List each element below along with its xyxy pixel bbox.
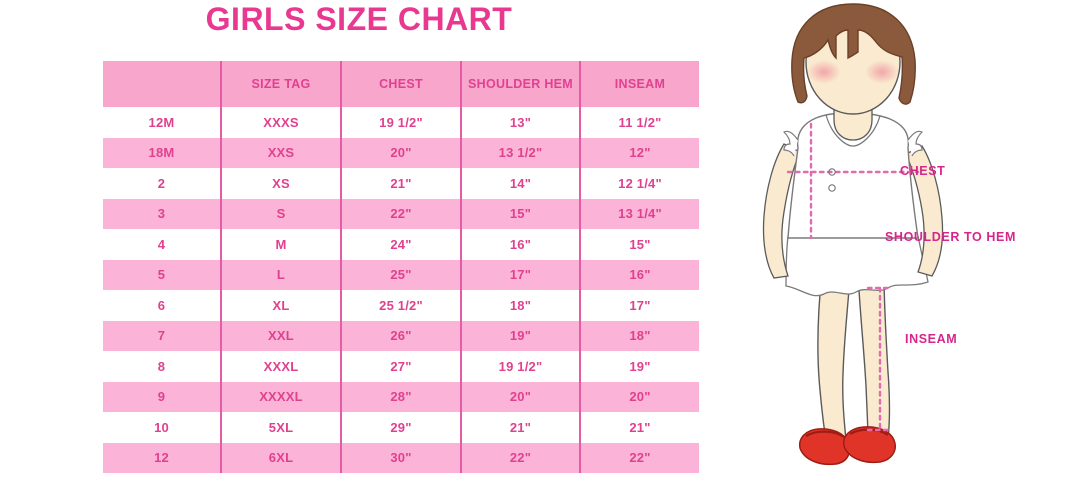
figure-skirt: [785, 235, 929, 297]
chest-button-lower: [828, 184, 836, 192]
cell-size: 5: [103, 259, 221, 290]
cell-chest: 26": [340, 320, 461, 351]
cell-size: 3: [103, 198, 221, 229]
cell-size-tag: L: [220, 259, 341, 290]
cell-shoulder-hem: 17": [460, 259, 580, 290]
cell-shoulder-hem: 21": [460, 412, 580, 443]
cell-inseam: 12": [579, 137, 699, 168]
table-row: 4 M 24" 16" 15": [103, 229, 699, 260]
cell-size-tag: XXS: [220, 137, 341, 168]
cell-shoulder-hem: 22": [460, 442, 580, 473]
table-row: 10 5XL 29" 21" 21": [103, 412, 699, 443]
cell-chest: 30": [340, 442, 461, 473]
table-row: 12M XXXS 19 1/2" 13" 11 1/2": [103, 107, 699, 138]
cell-chest: 21": [340, 168, 461, 199]
cell-size: 12: [103, 442, 221, 473]
cell-size: 4: [103, 229, 221, 260]
cell-shoulder-hem: 15": [460, 198, 580, 229]
cell-chest: 20": [340, 137, 461, 168]
cell-shoulder-hem: 13 1/2": [460, 137, 580, 168]
cell-inseam: 18": [579, 320, 699, 351]
cell-shoulder-hem: 18": [460, 290, 580, 321]
cell-inseam: 16": [579, 259, 699, 290]
chest-button-upper: [828, 168, 836, 176]
cell-chest: 22": [340, 198, 461, 229]
cell-chest: 24": [340, 229, 461, 260]
cell-chest: 29": [340, 412, 461, 443]
cell-chest: 28": [340, 381, 461, 412]
cell-shoulder-hem: 13": [460, 107, 580, 138]
cell-shoulder-hem: 20": [460, 381, 580, 412]
cell-size-tag: 6XL: [220, 442, 341, 473]
cell-size-tag: XXXS: [220, 107, 341, 138]
column-header-size-tag: SIZE TAG: [220, 61, 341, 107]
measurement-label-inseam: INSEAM: [905, 332, 958, 346]
measurement-label-shoulder-to-hem: SHOULDER TO HEM: [885, 230, 1016, 244]
cell-size: 7: [103, 320, 221, 351]
table-row: 12 6XL 30" 22" 22": [103, 442, 699, 473]
table-body: 12M XXXS 19 1/2" 13" 11 1/2" 18M XXS 20"…: [103, 107, 699, 473]
girl-figure-illustration: [740, 0, 1080, 482]
cell-chest: 27": [340, 351, 461, 382]
cell-shoulder-hem: 19 1/2": [460, 351, 580, 382]
cell-size: 8: [103, 351, 221, 382]
cell-size: 10: [103, 412, 221, 443]
cell-size-tag: XXXXL: [220, 381, 341, 412]
cell-inseam: 13 1/4": [579, 198, 699, 229]
cell-inseam: 11 1/2": [579, 107, 699, 138]
cell-inseam: 21": [579, 412, 699, 443]
table-row: 7 XXL 26" 19" 18": [103, 320, 699, 351]
cell-size: 2: [103, 168, 221, 199]
cell-size-tag: XXXL: [220, 351, 341, 382]
figure-arms: [762, 143, 944, 279]
cell-size: 12M: [103, 107, 221, 138]
table-header-row: SIZE TAG CHEST SHOULDER HEM INSEAM: [103, 61, 699, 107]
cell-inseam: 15": [579, 229, 699, 260]
cell-size-tag: M: [220, 229, 341, 260]
table-row: 3 S 22" 15" 13 1/4": [103, 198, 699, 229]
page-title: GIRLS SIZE CHART: [205, 1, 513, 37]
table-row: 5 L 25" 17" 16": [103, 259, 699, 290]
cell-size: 18M: [103, 137, 221, 168]
size-chart-table-container: SIZE TAG CHEST SHOULDER HEM INSEAM 12M X…: [103, 61, 699, 473]
cell-chest: 25": [340, 259, 461, 290]
cell-inseam: 19": [579, 351, 699, 382]
cell-size-tag: XL: [220, 290, 341, 321]
cell-shoulder-hem: 16": [460, 229, 580, 260]
cell-shoulder-hem: 14": [460, 168, 580, 199]
figure-shoes: [798, 426, 896, 466]
cell-size-tag: S: [220, 198, 341, 229]
cell-size: 9: [103, 381, 221, 412]
table-row: 18M XXS 20" 13 1/2" 12": [103, 137, 699, 168]
cell-size-tag: XS: [220, 168, 341, 199]
figure-top: [782, 112, 924, 239]
size-chart-table: SIZE TAG CHEST SHOULDER HEM INSEAM 12M X…: [103, 61, 699, 473]
column-header-shoulder-hem: SHOULDER HEM: [460, 61, 580, 107]
table-row: 9 XXXXL 28" 20" 20": [103, 381, 699, 412]
column-header-inseam: INSEAM: [579, 61, 699, 107]
cell-size: 6: [103, 290, 221, 321]
table-row: 2 XS 21" 14" 12 1/4": [103, 168, 699, 199]
cell-chest: 25 1/2": [340, 290, 461, 321]
figure-legs: [817, 271, 891, 441]
measurement-label-chest: CHEST: [900, 164, 946, 178]
cell-size-tag: XXL: [220, 320, 341, 351]
table-row: 8 XXXL 27" 19 1/2" 19": [103, 351, 699, 382]
cell-size-tag: 5XL: [220, 412, 341, 443]
column-header-chest: CHEST: [340, 61, 461, 107]
cell-inseam: 17": [579, 290, 699, 321]
figure-hair: [791, 3, 916, 105]
cell-chest: 19 1/2": [340, 107, 461, 138]
table-header: SIZE TAG CHEST SHOULDER HEM INSEAM: [103, 61, 699, 107]
cell-inseam: 22": [579, 442, 699, 473]
cell-inseam: 20": [579, 381, 699, 412]
measurement-dotted-lines: [786, 122, 920, 432]
cell-inseam: 12 1/4": [579, 168, 699, 199]
cell-shoulder-hem: 19": [460, 320, 580, 351]
table-row: 6 XL 25 1/2" 18" 17": [103, 290, 699, 321]
column-header-size: [103, 61, 221, 107]
